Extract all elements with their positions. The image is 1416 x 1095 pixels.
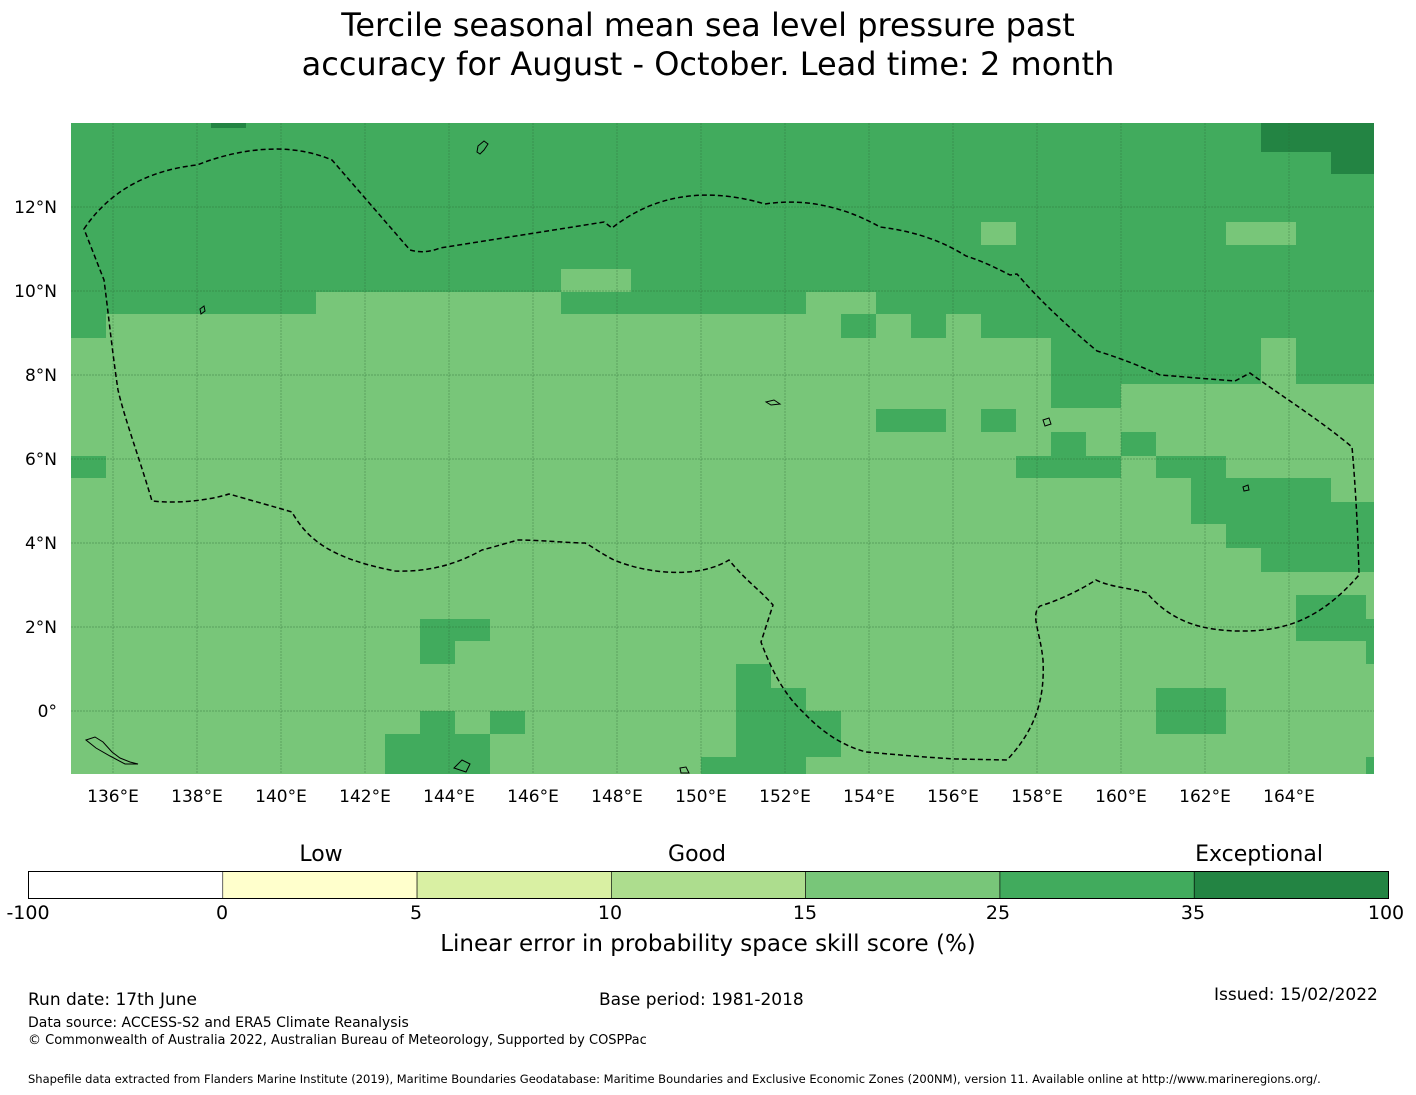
colorbar-tick-label: 35 (1180, 902, 1206, 924)
colorbar-tick-label: 25 (985, 902, 1011, 924)
colorbar-segment (222, 871, 418, 899)
lon-tick-label: 164°E (1263, 787, 1315, 807)
colorbar-heading-low: Low (299, 842, 343, 867)
lat-tick-label: 6°N (25, 450, 57, 470)
colorbar-tick-label: 5 (409, 902, 423, 924)
colorbar-label: Linear error in probability space skill … (440, 931, 976, 957)
lon-tick-label: 152°E (759, 787, 811, 807)
colorbar-segment (999, 871, 1195, 899)
lon-tick-label: 162°E (1179, 787, 1231, 807)
lon-tick-label: 142°E (339, 787, 391, 807)
issued-date: Issued: 15/02/2022 (1214, 985, 1378, 1005)
lat-tick-label: 4°N (25, 534, 57, 554)
colorbar-segment (611, 871, 806, 899)
map-title: Tercile seasonal mean sea level pressure… (0, 6, 1416, 84)
colorbar (28, 871, 1389, 899)
lat-tick-label: 8°N (25, 366, 57, 386)
lat-tick-labels: 12°N 10°N 8°N 6°N 4°N 2°N 0° (14, 198, 57, 722)
lat-tick-label: 2°N (25, 618, 57, 638)
colorbar-border (28, 871, 1389, 899)
lat-tick-label: 12°N (14, 198, 57, 218)
lon-tick-label: 144°E (423, 787, 475, 807)
colorbar-tick-label: 10 (597, 902, 623, 924)
colorbar-heading-good: Good (668, 842, 726, 867)
lon-tick-label: 160°E (1095, 787, 1147, 807)
base-period: Base period: 1981-2018 (599, 990, 804, 1010)
lon-tick-label: 148°E (591, 787, 643, 807)
shapefile-credit: Shapefile data extracted from Flanders M… (28, 1072, 1321, 1086)
lon-tick-label: 158°E (1011, 787, 1063, 807)
eez-boundary (83, 148, 1360, 761)
run-date: Run date: 17th June (28, 990, 197, 1010)
lon-tick-label: 146°E (507, 787, 559, 807)
colorbar-segment (28, 871, 224, 899)
lon-tick-label: 136°E (87, 787, 139, 807)
data-source: Data source: ACCESS-S2 and ERA5 Climate … (28, 1015, 409, 1031)
colorbar-segment (805, 871, 1001, 899)
colorbar-tick-label: 0 (215, 902, 229, 924)
lon-tick-label: 140°E (255, 787, 307, 807)
lat-tick-label: 10°N (14, 282, 57, 302)
lon-tick-label: 138°E (171, 787, 223, 807)
lon-tick-label: 150°E (675, 787, 727, 807)
lon-tick-labels: 136°E 138°E 140°E 142°E 144°E 146°E 148°… (87, 787, 1315, 807)
title-line-2: accuracy for August - October. Lead time… (301, 45, 1115, 83)
copyright: © Commonwealth of Australia 2022, Austra… (28, 1033, 647, 1048)
skill-cells-exceptional (211, 123, 1374, 174)
colorbar-tick-label: -100 (6, 902, 50, 924)
colorbar-segment (1193, 871, 1389, 899)
title-line-1: Tercile seasonal mean sea level pressure… (341, 6, 1075, 44)
gridlines (71, 123, 1374, 774)
colorbar-segment (416, 871, 612, 899)
skill-cells-mid (561, 222, 1296, 362)
lat-tick-label: 0° (38, 702, 57, 722)
skill-cells-high (71, 123, 1374, 774)
colorbar-heading-exceptional: Exceptional (1195, 842, 1323, 867)
lon-tick-label: 156°E (927, 787, 979, 807)
colorbar-tick-label: 100 (1367, 902, 1405, 924)
skill-map: 136°E 138°E 140°E 142°E 144°E 146°E 148°… (14, 123, 1374, 807)
colorbar-tick-label: 15 (792, 902, 818, 924)
coastlines (84, 140, 1250, 774)
lon-tick-label: 154°E (843, 787, 895, 807)
